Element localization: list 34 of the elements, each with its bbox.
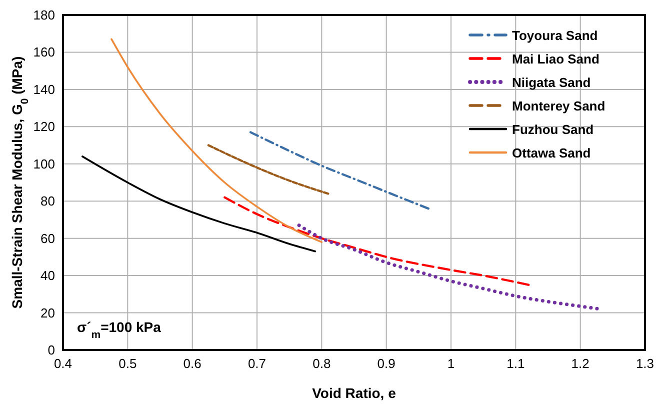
legend-label: Mai Liao Sand — [512, 52, 600, 66]
line-series — [207, 144, 330, 195]
line-series — [110, 38, 323, 243]
y-tick-label: 100 — [33, 156, 55, 172]
line-series — [249, 131, 430, 210]
x-axis-title: Void Ratio, e — [312, 385, 396, 401]
legend-label: Ottawa Sand — [512, 146, 591, 160]
annotation: σ´$_{m}$=100 kPa — [77, 319, 162, 341]
y-tick-label: 20 — [40, 305, 55, 320]
y-tick-label: 60 — [40, 230, 55, 246]
x-tick-label: 0.4 — [54, 356, 72, 371]
x-tick-label: 0.5 — [118, 356, 137, 371]
x-tick-label: 0.7 — [248, 356, 266, 371]
x-tick-label: 0.6 — [183, 356, 202, 371]
y-tick-label: 140 — [33, 82, 55, 97]
y-tick-label: 120 — [33, 119, 55, 134]
y-tick-label: 0 — [48, 342, 55, 358]
y-tick-label: 80 — [40, 194, 55, 209]
x-tick-label: 1.2 — [571, 356, 590, 371]
legend-label: Niigata Sand — [512, 75, 591, 90]
x-tick-label: 0.8 — [312, 356, 331, 371]
x-tick-label: 1 — [447, 356, 455, 371]
line-series — [297, 224, 602, 311]
y-tick-label: 180 — [33, 8, 55, 22]
legend-label: Fuzhou Sand — [512, 122, 594, 137]
legend-label: Monterey Sand — [512, 98, 606, 114]
y-tick-label: 40 — [40, 268, 55, 284]
x-tick-label: 1.1 — [506, 356, 525, 371]
legend-label: Toyoura Sand — [512, 28, 598, 43]
x-tick-label: 1.3 — [636, 356, 654, 371]
line-series — [224, 196, 530, 286]
line-series — [82, 156, 316, 252]
x-tick-label: 0.9 — [377, 356, 396, 371]
y-tick-label: 160 — [33, 44, 55, 60]
